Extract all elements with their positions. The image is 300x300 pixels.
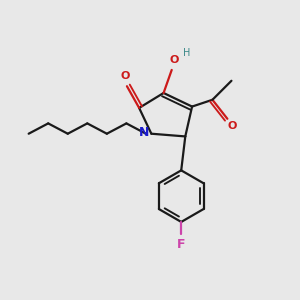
Text: O: O [228,122,237,131]
Text: O: O [169,55,178,64]
Text: H: H [183,48,190,58]
Text: O: O [121,71,130,81]
Text: N: N [139,126,149,139]
Text: F: F [177,238,185,251]
